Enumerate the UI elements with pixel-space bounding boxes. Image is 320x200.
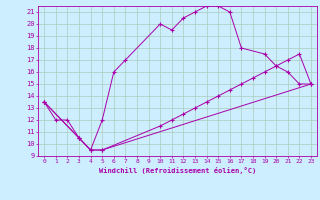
X-axis label: Windchill (Refroidissement éolien,°C): Windchill (Refroidissement éolien,°C)	[99, 167, 256, 174]
